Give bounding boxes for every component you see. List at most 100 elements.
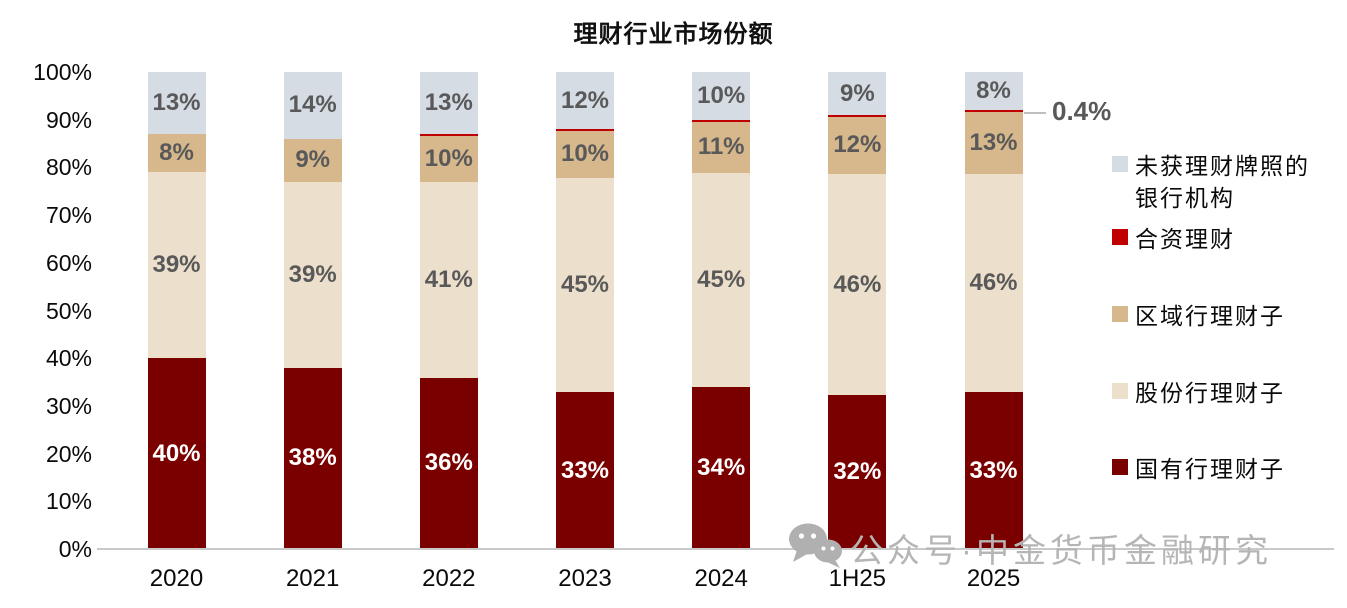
watermark-text: 公众号·中金货币金融研究 bbox=[850, 531, 1272, 569]
bar-segment bbox=[283, 72, 342, 139]
watermark: 公众号·中金货币金融研究 bbox=[786, 522, 1272, 573]
y-axis-tick-label: 90% bbox=[45, 106, 92, 133]
segment-data-label: 10% bbox=[560, 140, 610, 168]
bar-segment bbox=[147, 358, 206, 549]
bar-segment bbox=[556, 129, 614, 132]
bar-segment bbox=[147, 172, 206, 359]
bar-segment bbox=[964, 72, 1023, 110]
segment-data-label: 14% bbox=[288, 91, 337, 119]
x-axis-category-label: 1H25 bbox=[828, 565, 887, 592]
segment-data-label: 11% bbox=[697, 133, 745, 161]
legend-label: 合资理财 bbox=[1135, 226, 1235, 252]
x-axis-category-label: 2021 bbox=[285, 565, 340, 592]
legend-item: 区域行理财子 bbox=[1112, 300, 1285, 332]
legend-swatch bbox=[1112, 156, 1128, 172]
y-axis-tick-label: 0% bbox=[58, 536, 92, 562]
y-axis-tick-label: 50% bbox=[45, 297, 92, 324]
y-axis-tick-label: 30% bbox=[45, 392, 92, 419]
bar-segment bbox=[419, 182, 478, 378]
bar-segment bbox=[964, 111, 1023, 174]
segment-data-label: 39% bbox=[288, 260, 337, 288]
legend-item: 合资理财 bbox=[1112, 223, 1235, 255]
legend-swatch bbox=[1112, 383, 1128, 399]
segment-data-label: 33% bbox=[560, 456, 610, 484]
bar-segment bbox=[283, 181, 342, 368]
legend-label: 区域行理财子 bbox=[1135, 303, 1285, 329]
bar-segment bbox=[828, 174, 887, 396]
bar-segment bbox=[283, 367, 342, 549]
segment-data-label: 12% bbox=[833, 131, 882, 159]
segment-data-label: 34% bbox=[697, 454, 746, 482]
bar-segment bbox=[556, 178, 614, 393]
bar-segment bbox=[283, 138, 342, 182]
chart-title: 理财行业市场份额 bbox=[573, 21, 774, 48]
bar-segment bbox=[419, 72, 478, 134]
annotation-label: 0.4% bbox=[1052, 96, 1112, 126]
bar-segment bbox=[692, 119, 751, 122]
bar-segment bbox=[419, 134, 478, 183]
segment-data-label: 32% bbox=[833, 458, 882, 486]
bar-segment bbox=[419, 377, 478, 549]
y-axis-tick-label: 80% bbox=[45, 154, 92, 181]
x-axis-line bbox=[97, 548, 1334, 550]
segment-data-label: 46% bbox=[969, 268, 1018, 296]
legend-item: 未获理财牌照的 银行机构 bbox=[1112, 150, 1310, 214]
bar-segment bbox=[828, 72, 887, 116]
bar-segment bbox=[964, 173, 1023, 393]
bar-segment bbox=[964, 392, 1023, 549]
bar-segment bbox=[147, 72, 206, 134]
segment-data-label: 38% bbox=[288, 444, 337, 472]
legend-label: 国有行理财子 bbox=[1135, 456, 1285, 482]
bar-segment bbox=[828, 395, 887, 549]
legend-swatch bbox=[1112, 229, 1128, 245]
segment-data-label: 8% bbox=[159, 139, 194, 167]
bar-segment bbox=[556, 130, 614, 179]
bar-segment bbox=[692, 173, 751, 388]
segment-data-label: 39% bbox=[152, 251, 201, 279]
segment-data-label: 46% bbox=[833, 270, 882, 298]
legend-label: 股份行理财子 bbox=[1135, 380, 1285, 406]
bar-segment bbox=[692, 120, 751, 174]
bar-segment bbox=[556, 72, 614, 130]
segment-data-label: 13% bbox=[424, 88, 473, 116]
y-axis-tick-label: 100% bbox=[33, 59, 92, 85]
segment-data-label: 13% bbox=[969, 128, 1018, 156]
segment-data-label: 12% bbox=[560, 86, 610, 114]
legend-item: 国有行理财子 bbox=[1112, 453, 1285, 485]
x-axis-category-label: 2022 bbox=[422, 565, 476, 592]
x-axis-category-label: 2020 bbox=[149, 565, 204, 592]
segment-data-label: 45% bbox=[697, 266, 746, 294]
segment-data-label: 41% bbox=[424, 266, 473, 294]
y-axis-tick-label: 40% bbox=[45, 345, 92, 372]
bar-segment bbox=[692, 387, 751, 549]
segment-data-label: 45% bbox=[560, 271, 610, 299]
x-axis-category-label: 2024 bbox=[694, 565, 748, 592]
segment-data-label: 10% bbox=[697, 81, 746, 109]
bar-segment bbox=[828, 116, 887, 175]
segment-data-label: 10% bbox=[424, 144, 473, 172]
annotation-leader-line bbox=[1024, 112, 1046, 114]
x-axis-category-label: 2025 bbox=[966, 565, 1021, 592]
y-axis-tick-label: 20% bbox=[45, 440, 92, 467]
segment-data-label: 33% bbox=[969, 456, 1018, 484]
legend-swatch bbox=[1112, 459, 1128, 475]
segment-data-label: 9% bbox=[840, 79, 875, 107]
wechat-icon bbox=[786, 522, 844, 573]
legend-item: 股份行理财子 bbox=[1112, 377, 1285, 409]
bar-segment bbox=[147, 134, 206, 173]
y-axis-tick-label: 60% bbox=[45, 249, 92, 276]
legend-label: 未获理财牌照的 银行机构 bbox=[1135, 153, 1310, 211]
bar-segment bbox=[419, 133, 478, 136]
segment-data-label: 36% bbox=[424, 449, 473, 477]
bar-segment bbox=[556, 392, 614, 549]
legend-swatch bbox=[1112, 306, 1128, 322]
segment-data-label: 9% bbox=[295, 146, 330, 174]
bar-segment bbox=[692, 72, 751, 120]
bar-segment bbox=[828, 115, 887, 118]
bar-segment bbox=[964, 110, 1023, 112]
segment-data-label: 40% bbox=[152, 439, 201, 467]
segment-data-label: 13% bbox=[152, 89, 201, 116]
x-axis-category-label: 2023 bbox=[558, 565, 612, 592]
segment-data-label: 8% bbox=[976, 77, 1011, 104]
y-axis-tick-label: 10% bbox=[45, 488, 92, 515]
